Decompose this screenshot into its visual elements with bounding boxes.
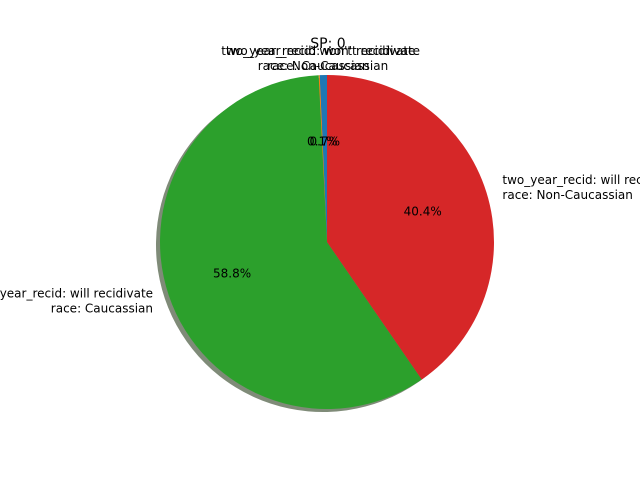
pie-pct-label-2: 58.8% [213, 267, 251, 281]
pie-category-label-line: race: Caucassian [267, 59, 369, 73]
pie-slice-2 [160, 75, 422, 409]
pie-category-label-line: race: Non-Caucassian [502, 187, 632, 201]
pie-category-label-line: two_year_recid: will recidivate [502, 172, 640, 186]
pie-pct-label-3: 40.4% [404, 205, 442, 219]
pie-category-label-line: two_year_recid: won't recidivate [221, 44, 415, 58]
pie-pct-label-0: 0.7% [310, 134, 341, 148]
chart-title: SP: 0 [310, 36, 345, 52]
pie-labels: 0.7%two_year_recid: won't recidivate race… [0, 43, 640, 315]
pie-slice-1 [318, 75, 327, 242]
pie-category-label-line: two_year_recid: won't recidivate [226, 43, 420, 57]
pie-slices [160, 75, 494, 409]
pie-category-label-line: race: Non-Caucassian [258, 58, 388, 72]
pie-slice-0 [319, 75, 327, 242]
pie-slice-3 [327, 75, 494, 380]
pie-category-label-line: race: Caucassian [51, 301, 153, 315]
pie-category-label-line: two_year_recid: will recidivate [0, 286, 153, 300]
pie-category-label-0: two_year_recid: won't recidivate race: No… [226, 43, 420, 72]
pie-category-label-1: two_year_recid: won't recidivate race: Ca… [221, 44, 415, 73]
pie-pct-label-1: 0.1% [307, 134, 338, 148]
